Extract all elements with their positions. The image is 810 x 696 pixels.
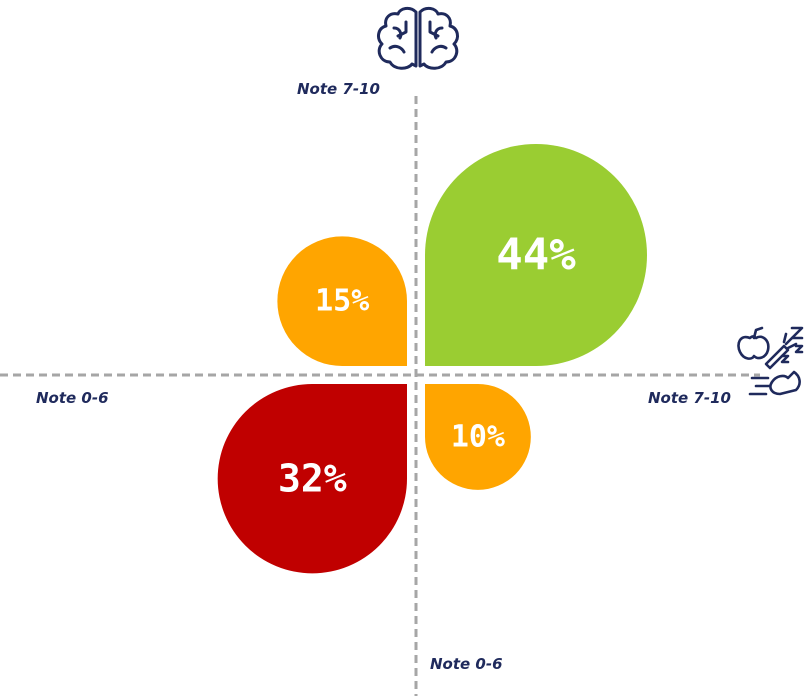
petal-bottom-left — [217, 384, 407, 574]
petal-bottom-right — [425, 384, 531, 490]
x-axis-left-label: Note 0-6 — [36, 389, 109, 407]
petal-top-left — [277, 236, 407, 366]
petal-label-bottom-right: 10% — [451, 419, 505, 454]
petal-top-right — [425, 144, 647, 366]
petal-label-bottom-left: 32% — [278, 457, 347, 501]
brain-icon — [372, 4, 464, 72]
x-axis-right-label: Note 7-10 — [648, 389, 731, 407]
petal-label-top-left: 15% — [315, 284, 369, 319]
petal-group: 44% 15% 10% 32% — [217, 144, 647, 574]
y-axis-top-label: Note 7-10 — [297, 80, 380, 98]
y-axis-bottom-label: Note 0-6 — [430, 655, 503, 673]
healthy-lifestyle-icon — [736, 320, 810, 402]
petal-label-top-right: 44% — [496, 230, 576, 281]
